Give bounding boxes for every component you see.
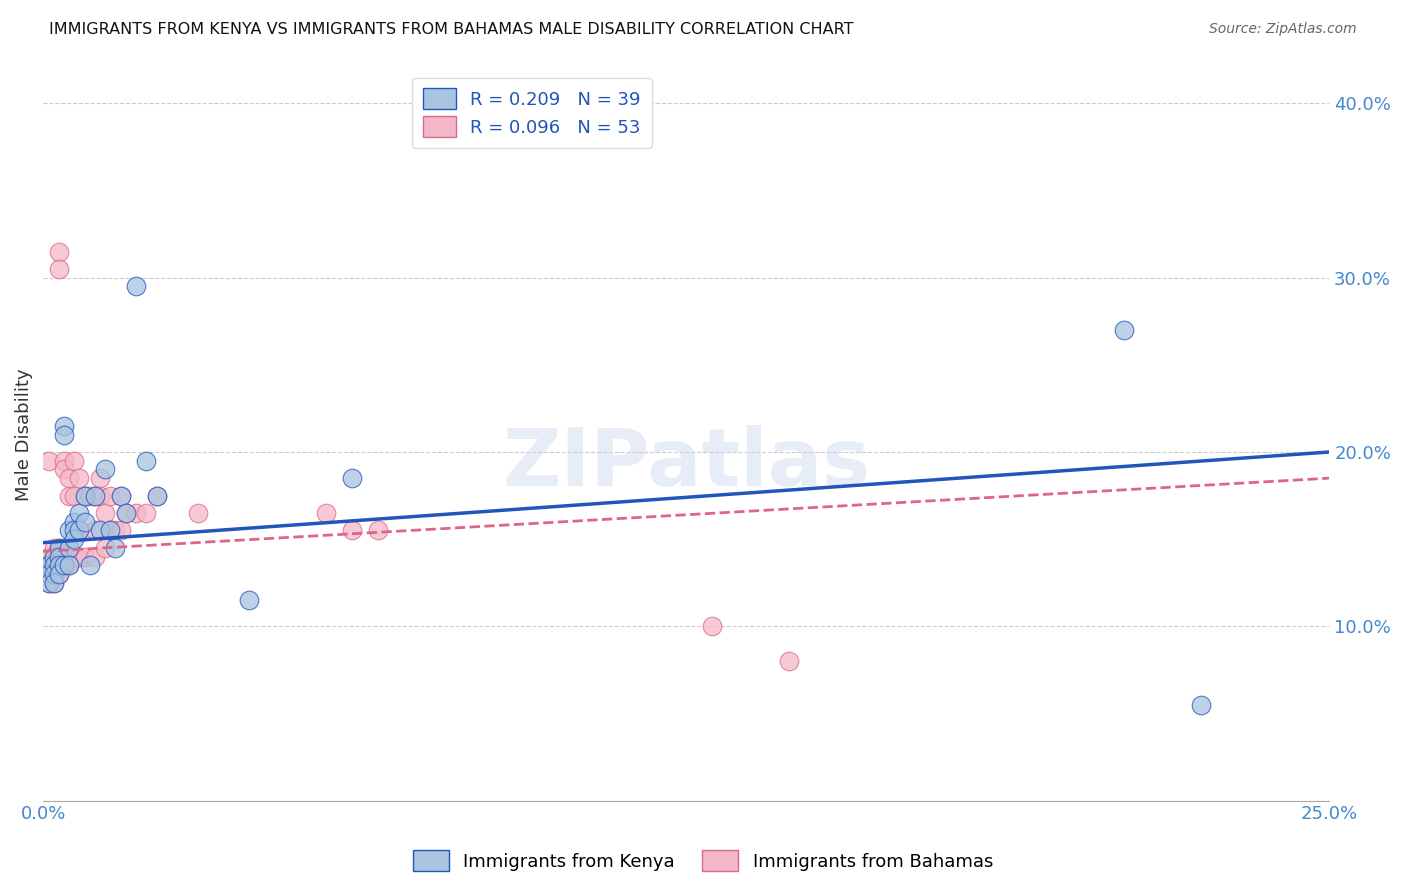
Point [135, 453, 157, 467]
Point [114, 506, 136, 520]
Point [58, 541, 80, 555]
Point [42, 575, 65, 590]
Point [1189, 698, 1212, 712]
Point [110, 524, 132, 538]
Y-axis label: Male Disability: Male Disability [15, 368, 32, 501]
Point [125, 279, 148, 293]
Point [67, 524, 90, 538]
Point [38, 558, 60, 573]
Point [110, 489, 132, 503]
Point [58, 524, 80, 538]
Point [38, 558, 60, 573]
Point [187, 506, 209, 520]
Legend: Immigrants from Kenya, Immigrants from Bahamas: Immigrants from Kenya, Immigrants from B… [406, 843, 1000, 879]
Point [98, 524, 121, 538]
Point [67, 506, 90, 520]
Point [42, 567, 65, 582]
Point [42, 575, 65, 590]
Point [73, 549, 96, 564]
Text: Source: ZipAtlas.com: Source: ZipAtlas.com [1209, 22, 1357, 37]
Point [48, 541, 70, 555]
Point [42, 558, 65, 573]
Point [38, 567, 60, 582]
Point [238, 593, 260, 607]
Point [67, 549, 90, 564]
Point [63, 524, 86, 538]
Point [42, 567, 65, 582]
Point [114, 506, 136, 520]
Point [340, 471, 363, 485]
Point [53, 418, 76, 433]
Point [83, 524, 105, 538]
Point [83, 489, 105, 503]
Point [38, 575, 60, 590]
Point [94, 506, 117, 520]
Point [38, 575, 60, 590]
Point [104, 541, 127, 555]
Point [67, 524, 90, 538]
Point [700, 619, 723, 633]
Point [125, 506, 148, 520]
Point [145, 489, 167, 503]
Point [48, 567, 70, 582]
Point [1112, 323, 1135, 337]
Text: IMMIGRANTS FROM KENYA VS IMMIGRANTS FROM BAHAMAS MALE DISABILITY CORRELATION CHA: IMMIGRANTS FROM KENYA VS IMMIGRANTS FROM… [49, 22, 853, 37]
Legend: R = 0.209   N = 39, R = 0.096   N = 53: R = 0.209 N = 39, R = 0.096 N = 53 [412, 78, 651, 148]
Point [53, 558, 76, 573]
Point [79, 558, 101, 573]
Point [48, 244, 70, 259]
Point [53, 462, 76, 476]
Point [42, 549, 65, 564]
Point [53, 427, 76, 442]
Point [58, 489, 80, 503]
Point [48, 567, 70, 582]
Point [53, 558, 76, 573]
Point [145, 489, 167, 503]
Point [58, 558, 80, 573]
Point [110, 489, 132, 503]
Point [48, 558, 70, 573]
Point [58, 541, 80, 555]
Point [89, 489, 111, 503]
Point [89, 524, 111, 538]
Point [135, 506, 157, 520]
Point [67, 471, 90, 485]
Point [42, 541, 65, 555]
Point [48, 541, 70, 555]
Point [104, 524, 127, 538]
Point [79, 489, 101, 503]
Point [63, 515, 86, 529]
Point [58, 471, 80, 485]
Point [38, 549, 60, 564]
Point [778, 654, 800, 668]
Point [73, 489, 96, 503]
Point [42, 558, 65, 573]
Point [89, 471, 111, 485]
Point [53, 453, 76, 467]
Point [42, 549, 65, 564]
Point [63, 549, 86, 564]
Point [315, 506, 337, 520]
Point [340, 524, 363, 538]
Point [94, 541, 117, 555]
Point [98, 524, 121, 538]
Point [98, 489, 121, 503]
Point [38, 567, 60, 582]
Point [53, 541, 76, 555]
Point [48, 262, 70, 277]
Point [38, 453, 60, 467]
Point [58, 558, 80, 573]
Point [48, 549, 70, 564]
Point [63, 453, 86, 467]
Point [63, 489, 86, 503]
Point [73, 489, 96, 503]
Text: ZIPatlas: ZIPatlas [502, 425, 870, 503]
Point [94, 462, 117, 476]
Point [83, 489, 105, 503]
Point [73, 515, 96, 529]
Point [367, 524, 389, 538]
Point [83, 549, 105, 564]
Point [63, 532, 86, 546]
